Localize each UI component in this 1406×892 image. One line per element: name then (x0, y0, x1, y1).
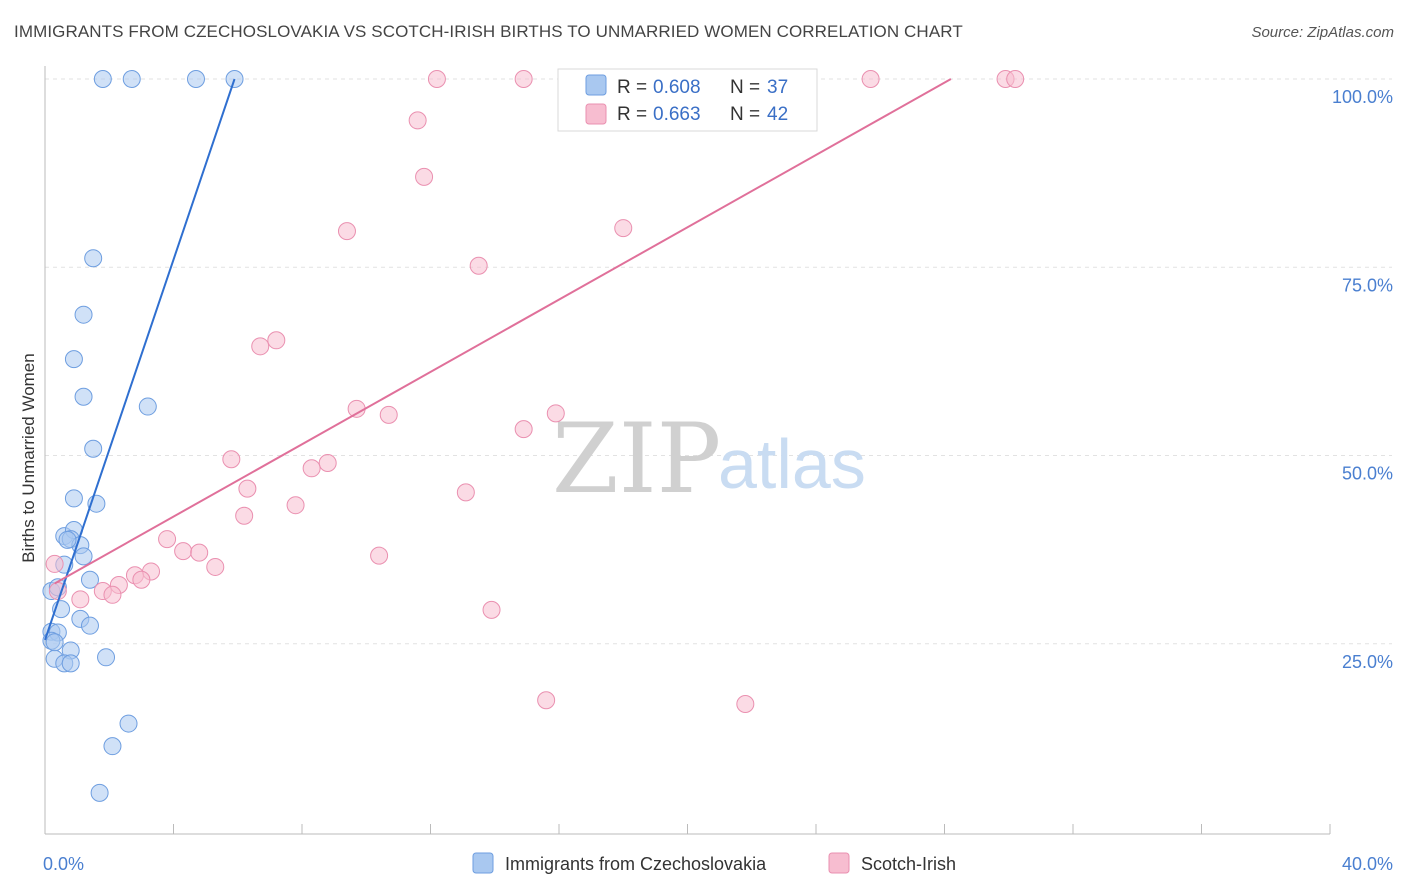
source-label: Source: ZipAtlas.com (1251, 24, 1394, 41)
point-scotch-irish (408, 111, 427, 130)
legend-r-label-2: R = (617, 104, 647, 125)
legend-swatch-czechoslovakia (585, 74, 607, 96)
point-czechoslovakia (93, 70, 112, 88)
legend-n-value-1: 37 (767, 77, 788, 98)
point-scotch-irish (337, 222, 356, 241)
bottom-legend-swatch-scotch-irish (828, 852, 850, 874)
point-scotch-irish (482, 600, 501, 619)
bottom-legend: Immigrants from Czechoslovakia Scotch-Ir… (472, 852, 956, 874)
point-czechoslovakia (64, 350, 83, 369)
point-scotch-irish (190, 543, 209, 562)
point-czechoslovakia (64, 489, 83, 508)
point-scotch-irish (514, 420, 533, 439)
watermark-zip: ZIP (552, 403, 721, 515)
point-czechoslovakia (97, 648, 116, 667)
x-tick-label: 0.0% (43, 854, 84, 874)
point-scotch-irish (71, 590, 90, 609)
y-tick-label: 100.0% (1332, 87, 1393, 107)
legend: R = 0.608 N = 37 R = 0.663 N = 42 (557, 68, 818, 132)
point-scotch-irish (222, 450, 241, 469)
point-czechoslovakia (80, 616, 99, 635)
point-czechoslovakia (58, 530, 77, 549)
point-scotch-irish (302, 459, 321, 478)
point-scotch-irish (469, 256, 488, 275)
legend-swatch-scotch-irish (585, 103, 607, 125)
y-tick-label: 75.0% (1342, 275, 1393, 295)
point-scotch-irish (427, 70, 446, 88)
point-scotch-irish (514, 70, 533, 88)
x-tick-labels: 0.0% 40.0% (43, 854, 1393, 874)
data-points (42, 70, 1025, 802)
trend-lines (44, 78, 952, 641)
point-scotch-irish (370, 546, 389, 565)
point-czechoslovakia (45, 633, 64, 652)
point-czechoslovakia (61, 654, 80, 673)
point-scotch-irish (238, 479, 257, 498)
legend-r-value-2: 0.663 (653, 104, 701, 125)
legend-n-label-2: N = (730, 104, 760, 125)
point-czechoslovakia (122, 70, 141, 88)
point-scotch-irish (235, 506, 254, 525)
point-scotch-irish (206, 557, 225, 576)
point-czechoslovakia (84, 249, 103, 268)
point-scotch-irish (736, 694, 755, 713)
bottom-legend-swatch-czechoslovakia (472, 852, 494, 874)
x-tick-label: 40.0% (1342, 854, 1393, 874)
y-tick-labels: 25.0% 50.0% 75.0% 100.0% (1332, 87, 1393, 672)
point-czechoslovakia (74, 547, 93, 566)
y-axis-label: Births to Unmarried Women (19, 353, 38, 562)
axes (44, 66, 1331, 835)
point-scotch-irish (174, 542, 193, 561)
point-scotch-irish (347, 399, 366, 418)
legend-r-label-1: R = (617, 77, 647, 98)
point-scotch-irish (546, 404, 565, 423)
point-scotch-irish (158, 530, 177, 549)
point-scotch-irish (379, 405, 398, 424)
point-czechoslovakia (90, 783, 109, 802)
trend-line-scotch-irish (54, 78, 952, 585)
chart-title: IMMIGRANTS FROM CZECHOSLOVAKIA VS SCOTCH… (14, 22, 963, 41)
point-scotch-irish (1006, 70, 1025, 88)
watermark: ZIP atlas (552, 403, 866, 515)
watermark-atlas: atlas (718, 425, 866, 503)
point-scotch-irish (614, 219, 633, 238)
point-czechoslovakia (74, 305, 93, 324)
legend-r-value-1: 0.608 (653, 77, 701, 98)
point-scotch-irish (456, 483, 475, 502)
point-scotch-irish (286, 496, 305, 515)
point-scotch-irish (267, 331, 286, 350)
point-czechoslovakia (80, 570, 99, 589)
point-scotch-irish (537, 691, 556, 710)
y-tick-label: 50.0% (1342, 464, 1393, 484)
gridlines (45, 78, 1392, 645)
point-czechoslovakia (74, 387, 93, 406)
point-scotch-irish (861, 70, 880, 88)
point-scotch-irish (415, 167, 434, 186)
point-czechoslovakia (186, 70, 205, 88)
point-scotch-irish (103, 585, 122, 604)
point-czechoslovakia (103, 737, 122, 756)
point-scotch-irish (132, 570, 151, 589)
point-scotch-irish (318, 454, 337, 473)
y-tick-label: 25.0% (1342, 652, 1393, 672)
legend-n-label-1: N = (730, 77, 760, 98)
trend-line-czechoslovakia (44, 78, 236, 641)
legend-n-value-2: 42 (767, 104, 788, 125)
point-czechoslovakia (84, 439, 103, 458)
bottom-legend-label-czechoslovakia: Immigrants from Czechoslovakia (505, 854, 767, 874)
point-scotch-irish (251, 337, 270, 356)
point-czechoslovakia (138, 397, 157, 416)
bottom-legend-label-scotch-irish: Scotch-Irish (861, 854, 956, 874)
point-scotch-irish (45, 554, 64, 573)
point-czechoslovakia (119, 714, 138, 733)
